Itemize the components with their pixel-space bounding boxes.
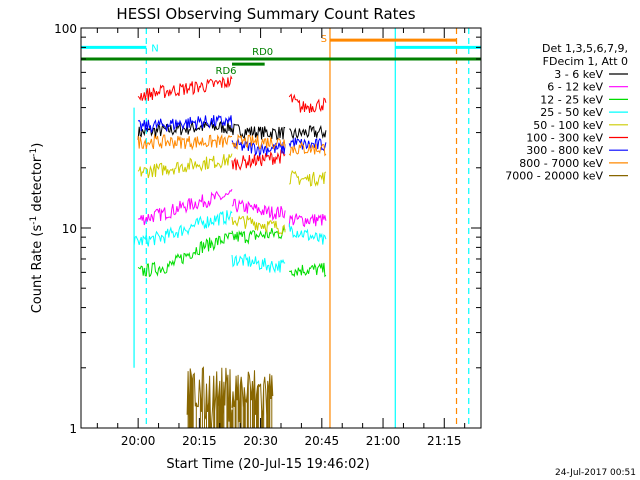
series-line-25to50keV-seg0 — [133, 210, 233, 247]
series-line-12to25keV-seg1 — [231, 225, 286, 245]
x-tick-label-3: 20:45 — [305, 434, 340, 448]
x-axis-label: Start Time (20-Jul-15 19:46:02) — [166, 457, 369, 472]
y-axis-label-sup1: -1 — [29, 216, 39, 225]
legend-entry-label-6: 300 - 800 keV — [526, 144, 603, 157]
legend-entry-label-0: 3 - 6 keV — [554, 68, 603, 81]
legend-entry-label-1: 6 - 12 keV — [547, 81, 603, 94]
series-line-50to100keV-seg1 — [231, 215, 286, 236]
x-tick-label-0: 20:00 — [121, 434, 156, 448]
series-line-3to6keV-seg0 — [137, 120, 233, 140]
flag-label-3: RD0 — [252, 47, 273, 58]
x-tick-label-1: 20:15 — [182, 434, 217, 448]
series-line-6to12keV-seg2 — [288, 213, 327, 228]
legend-entry-label-7: 800 - 7000 keV — [519, 157, 603, 170]
y-axis-label: Count Rate (s-1 detector-1) — [29, 143, 45, 314]
chart-title: HESSI Observing Summary Count Rates — [116, 5, 415, 23]
series-line-3to6keV-seg2 — [289, 124, 327, 141]
legend-entry-label-4: 50 - 100 keV — [533, 119, 603, 132]
y-tick-label-1: 10 — [62, 222, 77, 236]
series-line-50to100keV-seg2 — [289, 170, 327, 187]
series-line-100to300keV-seg0 — [137, 74, 233, 101]
series-line-7000to20000keV-seg1 — [231, 370, 274, 428]
legend-entry-label-8: 7000 - 20000 keV — [505, 170, 603, 183]
x-tick-label-5: 21:15 — [427, 434, 462, 448]
axes: 20:00 20:15 20:30 20:45 21:00 21:15 1 10 100 — [54, 22, 481, 448]
series-line-300to800keV-seg2 — [288, 137, 327, 152]
y-axis-label-sup2: -1 — [29, 148, 39, 157]
footer-date: 24-Jul-2017 00:51 — [555, 468, 636, 478]
series-line-300to800keV-seg0 — [137, 114, 233, 133]
series-line-25to50keV-seg2 — [288, 223, 327, 245]
x-tick-label-4: 21:00 — [366, 434, 401, 448]
y-tick-label-2: 100 — [54, 22, 77, 36]
series-line-800to7000keV-seg0 — [137, 133, 232, 151]
legend-header-line-0: Det 1,3,5,6,7,9, — [542, 42, 628, 55]
series-line-7000to20000keV-seg0 — [186, 366, 233, 428]
legend-entry-label-5: 100 - 300 keV — [526, 132, 603, 145]
series-line-100to300keV-seg2 — [288, 93, 327, 113]
plot-area: N S RD0 RD6 — [81, 28, 481, 428]
series-line-12to25keV-seg2 — [288, 262, 327, 278]
series-line-12to25keV-seg0 — [137, 232, 233, 278]
legend-entry-label-3: 25 - 50 keV — [540, 106, 603, 119]
series-line-6to12keV-seg1 — [231, 198, 286, 222]
series-line-100to300keV-seg1 — [231, 149, 286, 171]
y-axis-label-part1: Count Rate (s — [30, 225, 45, 314]
y-axis-label-part2: detector — [30, 156, 45, 216]
series-line-800to7000keV-seg2 — [288, 141, 327, 157]
series-line-25to50keV-seg1 — [231, 253, 286, 274]
series-line-800to7000keV-seg1 — [231, 133, 286, 150]
flag-label-0: N — [151, 43, 158, 54]
legend: Det 1,3,5,6,7,9,FDecim 1, Att 03 - 6 keV… — [505, 42, 628, 183]
series-line-50to100keV-seg0 — [137, 153, 233, 179]
series-line-6to12keV-seg0 — [137, 188, 233, 226]
flag-label-2: S — [321, 34, 327, 45]
y-tick-label-0: 1 — [69, 422, 77, 436]
y-axis-label-part3: ) — [30, 143, 45, 148]
x-tick-label-2: 20:30 — [243, 434, 278, 448]
flag-label-4: RD6 — [216, 66, 237, 77]
legend-header-line-1: FDecim 1, Att 0 — [543, 55, 628, 68]
legend-entry-label-2: 12 - 25 keV — [540, 93, 603, 106]
